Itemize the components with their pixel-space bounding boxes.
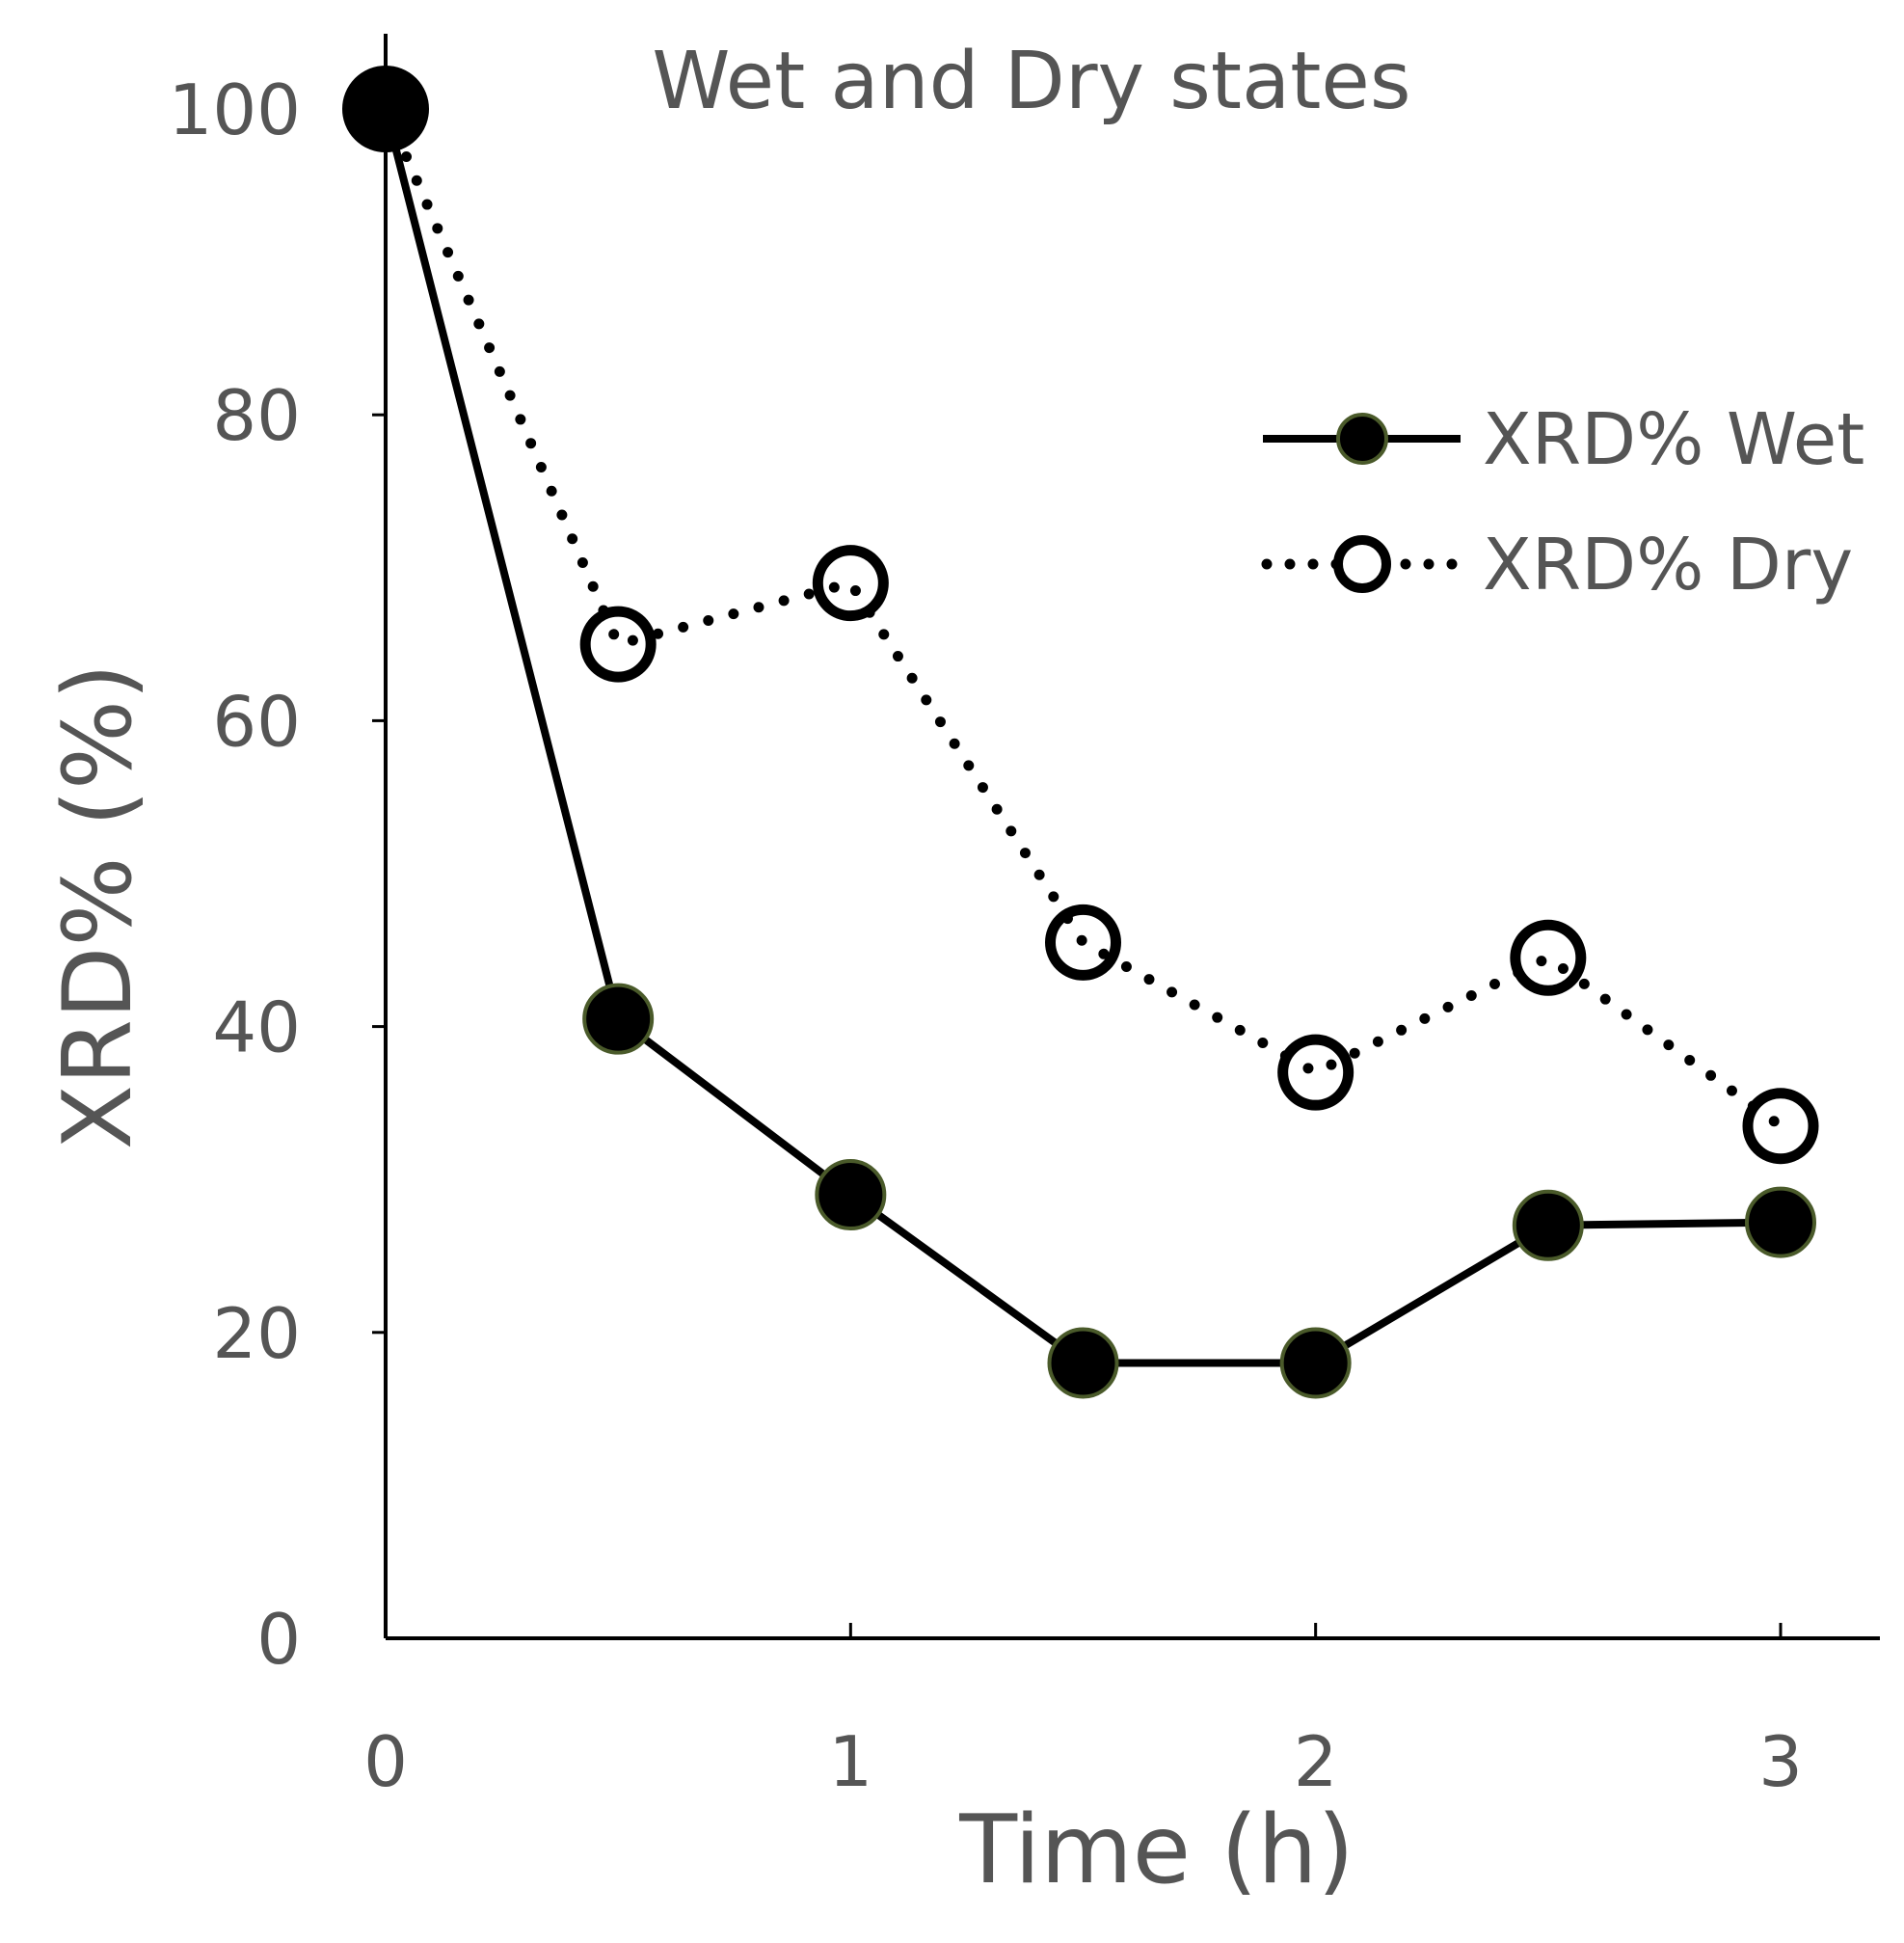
x-tick-label: 0 (363, 1721, 408, 1802)
x-tick-label: 2 (1294, 1721, 1338, 1802)
y-axis-title: XRD% (%) (43, 663, 153, 1150)
data-point-xrd-dry (1277, 1034, 1354, 1111)
data-point-xrd-wet (342, 66, 429, 152)
data-point-xrd-wet (1047, 1327, 1119, 1399)
data-point-xrd-dry (812, 545, 889, 622)
y-tick-label: 0 (256, 1599, 301, 1680)
x-tick-label: 3 (1758, 1721, 1803, 1802)
legend: XRD% Wet XRD% Dry (1261, 398, 1864, 607)
data-point-xrd-dry (1510, 919, 1587, 996)
data-point-xrd-wet (582, 983, 655, 1055)
legend-label-xrd-dry: XRD% Dry (1483, 524, 1853, 607)
legend-marker-xrd-wet (1336, 413, 1388, 465)
y-tick-label: 100 (169, 69, 301, 150)
data-point-xrd-wet (1279, 1327, 1352, 1399)
series-line-xrd-dry (380, 103, 1786, 1132)
legend-marker-xrd-dry (1333, 535, 1391, 593)
data-point-xrd-wet (1512, 1189, 1584, 1261)
data-point-xrd-wet (815, 1159, 887, 1231)
x-tick-label: 1 (828, 1721, 872, 1802)
data-point-xrd-wet (1745, 1186, 1816, 1258)
y-tick-label: 60 (212, 681, 301, 762)
y-tick-label: 40 (212, 987, 301, 1068)
data-point-xrd-dry (1742, 1088, 1819, 1165)
data-point-xrd-dry (579, 606, 657, 683)
y-tick-label: 80 (212, 375, 301, 456)
axes (384, 34, 1880, 1640)
x-axis-title: Time (h) (958, 1795, 1354, 1905)
legend-label-xrd-wet: XRD% Wet (1483, 398, 1864, 481)
data-point-xrd-dry (1045, 904, 1121, 981)
y-tick-label: 20 (212, 1293, 301, 1374)
series-layer (342, 66, 1819, 1399)
series-line-xrd-wet (382, 108, 1782, 1367)
chart-title: Wet and Dry states (652, 36, 1410, 127)
ticks: 0 20 40 60 80 100 0 1 2 3 (169, 69, 1803, 1802)
